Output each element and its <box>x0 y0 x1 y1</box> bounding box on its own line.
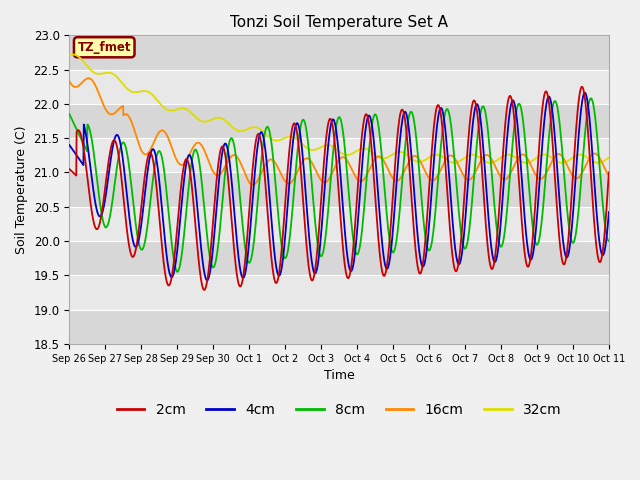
32cm <box>605 155 612 160</box>
8cm <box>129 198 137 204</box>
32cm <box>306 147 314 153</box>
16cm <box>130 124 138 130</box>
2cm <box>605 169 612 175</box>
4cm <box>129 239 137 244</box>
16cm <box>316 176 324 181</box>
16cm <box>307 157 314 163</box>
Line: 32cm: 32cm <box>69 54 609 163</box>
2cm <box>373 215 381 221</box>
32cm <box>65 52 73 58</box>
2cm <box>295 143 303 149</box>
8cm <box>587 96 595 101</box>
Bar <box>69 36 609 70</box>
8cm <box>316 251 323 256</box>
4cm <box>316 248 323 254</box>
16cm <box>605 173 612 179</box>
4cm <box>581 90 589 96</box>
32cm <box>295 138 303 144</box>
Line: 16cm: 16cm <box>69 78 609 185</box>
Bar <box>69 172 609 207</box>
8cm <box>373 114 381 120</box>
16cm <box>108 111 115 117</box>
Line: 4cm: 4cm <box>69 93 609 280</box>
2cm <box>200 287 208 293</box>
8cm <box>173 269 181 275</box>
X-axis label: Time: Time <box>324 369 355 382</box>
8cm <box>65 111 73 117</box>
Bar <box>69 104 609 138</box>
4cm <box>605 209 612 215</box>
Legend: 2cm, 4cm, 8cm, 16cm, 32cm: 2cm, 4cm, 8cm, 16cm, 32cm <box>111 397 567 422</box>
2cm <box>306 271 314 277</box>
32cm <box>594 160 602 166</box>
8cm <box>295 138 303 144</box>
2cm <box>108 144 115 150</box>
16cm <box>65 79 73 84</box>
Bar <box>69 310 609 344</box>
16cm <box>373 154 381 160</box>
2cm <box>578 84 586 90</box>
2cm <box>65 166 73 172</box>
Bar <box>69 241 609 276</box>
32cm <box>373 153 381 159</box>
Line: 8cm: 8cm <box>69 98 609 272</box>
16cm <box>249 182 257 188</box>
Title: Tonzi Soil Temperature Set A: Tonzi Soil Temperature Set A <box>230 15 448 30</box>
Line: 2cm: 2cm <box>69 87 609 290</box>
4cm <box>373 173 381 179</box>
Y-axis label: Soil Temperature (C): Soil Temperature (C) <box>15 125 28 254</box>
32cm <box>108 71 115 76</box>
4cm <box>65 142 73 148</box>
4cm <box>295 123 303 129</box>
4cm <box>204 277 211 283</box>
Text: TZ_fmet: TZ_fmet <box>77 41 131 54</box>
4cm <box>108 154 115 159</box>
8cm <box>306 157 314 163</box>
4cm <box>306 241 314 247</box>
2cm <box>316 220 323 226</box>
32cm <box>68 51 76 57</box>
16cm <box>84 75 92 81</box>
8cm <box>108 207 115 213</box>
2cm <box>129 254 137 260</box>
32cm <box>130 89 138 95</box>
8cm <box>605 238 612 244</box>
16cm <box>295 166 303 171</box>
32cm <box>316 145 323 151</box>
